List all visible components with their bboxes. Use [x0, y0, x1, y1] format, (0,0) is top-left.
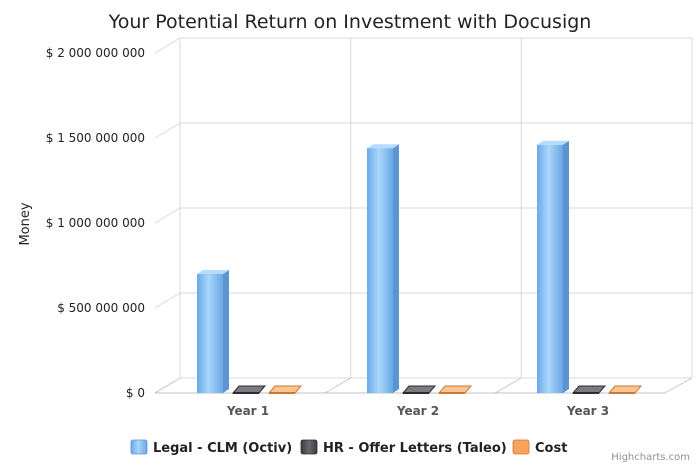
floor-edge — [494, 377, 522, 394]
bar-hr-offer-letters[interactable] — [401, 385, 437, 394]
gridline — [154, 37, 181, 54]
legend-label: Legal - CLM (Octiv) — [153, 441, 292, 456]
x-tick-label: Year 1 — [226, 404, 269, 418]
y-tick-label: $ 1 000 000 000 — [46, 216, 145, 230]
y-tick-label: $ 1 500 000 000 — [46, 131, 145, 145]
y-axis-label: Money — [18, 202, 33, 245]
legend-label: Cost — [535, 441, 567, 456]
floor-edge — [154, 377, 181, 394]
bars — [197, 140, 643, 394]
gridline — [154, 292, 181, 309]
legend-swatch — [300, 439, 318, 455]
floor-edge — [664, 377, 693, 394]
x-tick-label: Year 3 — [566, 404, 609, 418]
y-tick-label: $ 0 — [126, 386, 145, 400]
bar-hr-offer-letters[interactable] — [231, 385, 267, 394]
y-axis-ticks: $ 0 $ 500 000 000 $ 1 000 000 000 $ 1 500 0… — [46, 46, 145, 400]
x-tick-label: Year 2 — [396, 404, 439, 418]
gridline — [154, 207, 181, 224]
y-tick-label: $ 500 000 000 — [57, 301, 145, 315]
bar-legal-clm[interactable] — [367, 144, 399, 393]
bar-legal-clm[interactable] — [197, 270, 229, 393]
legend-swatch — [512, 439, 530, 455]
y-tick-label: $ 2 000 000 000 — [46, 46, 145, 60]
legend-swatch — [130, 439, 148, 455]
legend: Legal - CLM (Octiv) HR - Offer Letters (T… — [130, 439, 567, 456]
bar-cost[interactable] — [607, 385, 643, 394]
bar-cost[interactable] — [437, 385, 473, 394]
legend-item[interactable]: Cost — [512, 439, 567, 456]
grid — [154, 37, 693, 394]
gridline — [154, 122, 181, 139]
legend-label: HR - Offer Letters (Taleo) — [323, 441, 507, 456]
chart-title: Your Potential Return on Investment with… — [108, 11, 592, 33]
floor-edge — [324, 377, 351, 394]
bar-hr-offer-letters[interactable] — [571, 385, 607, 394]
credits-link[interactable]: Highcharts.com — [611, 452, 690, 463]
bar-legal-clm[interactable] — [537, 140, 569, 393]
legend-item[interactable]: Legal - CLM (Octiv) — [130, 439, 292, 456]
x-axis-ticks: Year 1 Year 2 Year 3 — [226, 404, 609, 418]
bar-cost[interactable] — [267, 385, 303, 394]
legend-item[interactable]: HR - Offer Letters (Taleo) — [300, 439, 507, 456]
